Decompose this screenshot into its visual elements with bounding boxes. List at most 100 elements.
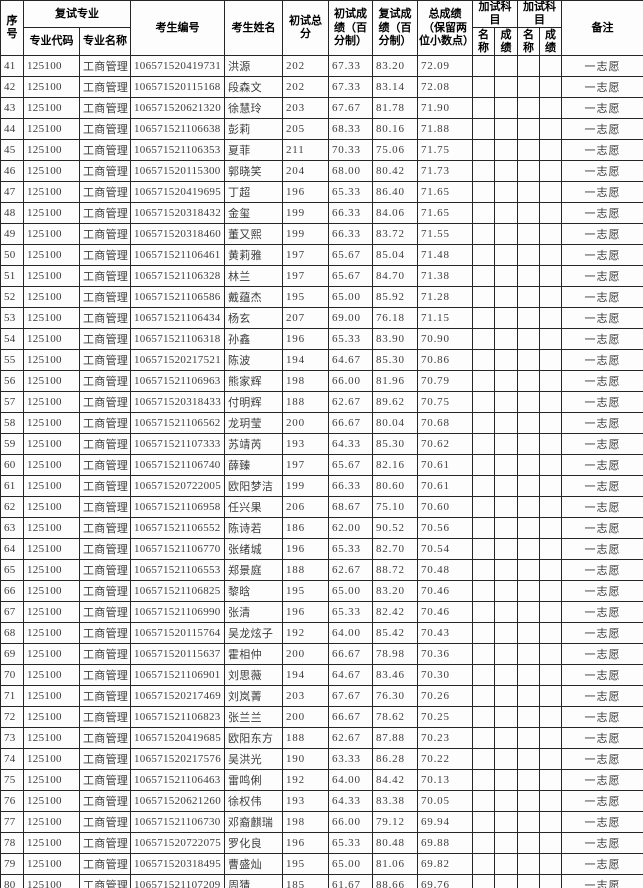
retest-score-percent: 79.12	[372, 811, 418, 834]
remark: 一志愿	[561, 622, 643, 645]
candidate-name: 黄莉雅	[224, 244, 283, 267]
major-name: 工商管理	[79, 181, 131, 204]
retest-score-percent: 80.42	[372, 160, 418, 183]
retest-score-percent: 83.20	[372, 580, 418, 603]
candidate-id: 106571520419685	[130, 727, 225, 750]
table-row: 78 125100 工商管理 106571520722075 罗化良 196 65.33 80…	[0, 832, 643, 855]
major-code: 125100	[23, 790, 80, 813]
extra-subject-2-name	[517, 118, 540, 141]
table-row: 80 125100 工商管理 106571521107209 周猜 185 61.67 88.…	[0, 874, 643, 888]
initial-total-score: 197	[282, 244, 329, 267]
retest-score-percent: 85.42	[372, 622, 418, 645]
candidate-id: 106571520722005	[130, 475, 225, 498]
major-code: 125100	[23, 748, 80, 771]
extra-subject-1-name	[472, 160, 495, 183]
remark: 一志愿	[561, 685, 643, 708]
retest-score-percent: 82.16	[372, 454, 418, 477]
initial-total-score: 199	[282, 223, 329, 246]
retest-score-percent: 88.72	[372, 559, 418, 582]
remark: 一志愿	[561, 433, 643, 456]
extra-subject-2-name	[517, 601, 540, 624]
final-score: 71.65	[417, 181, 473, 204]
extra-subject-1-score	[494, 97, 518, 120]
retest-score-percent: 78.98	[372, 643, 418, 666]
final-score: 70.61	[417, 475, 473, 498]
candidate-id: 106571520318495	[130, 853, 225, 876]
final-score: 69.88	[417, 832, 473, 855]
initial-score-percent: 66.00	[328, 811, 373, 834]
serial-number: 62	[0, 496, 24, 519]
final-score: 71.38	[417, 265, 473, 288]
initial-total-score: 203	[282, 685, 329, 708]
extra-subject-2-name	[517, 664, 540, 687]
extra-subject-1-name	[472, 97, 495, 120]
initial-score-percent: 65.33	[328, 181, 373, 204]
initial-total-score: 185	[282, 874, 329, 888]
final-score: 70.43	[417, 622, 473, 645]
extra-subject-1-score	[494, 454, 518, 477]
candidate-name: 邓裔麒瑞	[224, 811, 283, 834]
major-code: 125100	[23, 769, 80, 792]
extra-subject-1-score	[494, 433, 518, 456]
serial-number: 67	[0, 601, 24, 624]
major-code: 125100	[23, 118, 80, 141]
extra-subject-2-name	[517, 517, 540, 540]
major-code: 125100	[23, 349, 80, 372]
table-row: 79 125100 工商管理 106571520318495 曹盛灿 195 65.00 81…	[0, 853, 643, 876]
retest-score-percent: 76.30	[372, 685, 418, 708]
major-code: 125100	[23, 622, 80, 645]
table-row: 43 125100 工商管理 106571520621320 徐慧玲 203 67.67 81…	[0, 97, 643, 120]
extra-subject-2-name	[517, 202, 540, 225]
major-name: 工商管理	[79, 811, 131, 834]
remark: 一志愿	[561, 748, 643, 771]
major-name: 工商管理	[79, 538, 131, 561]
extra-subject-1-name	[472, 202, 495, 225]
extra-subject-1-name	[472, 139, 495, 162]
remark: 一志愿	[561, 580, 643, 603]
remark: 一志愿	[561, 412, 643, 435]
extra-subject-2-score	[539, 391, 562, 414]
candidate-id: 106571520217521	[130, 349, 225, 372]
extra-subject-1-score	[494, 496, 518, 519]
final-score: 71.15	[417, 307, 473, 330]
extra-subject-2-name	[517, 412, 540, 435]
table-row: 50 125100 工商管理 106571521106461 黄莉雅 197 65.67 85…	[0, 244, 643, 267]
col-header-extra-subjects-2: 加试科目	[517, 0, 562, 29]
retest-score-percent: 83.46	[372, 664, 418, 687]
col-header-remark: 备注	[561, 0, 643, 57]
major-code: 125100	[23, 685, 80, 708]
serial-number: 43	[0, 97, 24, 120]
extra-subject-1-name	[472, 643, 495, 666]
extra-subject-1-score	[494, 559, 518, 582]
extra-subject-2-name	[517, 160, 540, 183]
major-code: 125100	[23, 601, 80, 624]
col-header-extra-2-score: 成绩	[539, 27, 562, 57]
major-code: 125100	[23, 811, 80, 834]
final-score: 69.82	[417, 853, 473, 876]
table-header: 序号 复试专业 考生编号 考生姓名 初试总分 初试成绩（百分制） 复试成绩（百分…	[0, 0, 643, 57]
extra-subject-2-score	[539, 748, 562, 771]
remark: 一志愿	[561, 181, 643, 204]
extra-subject-2-score	[539, 475, 562, 498]
serial-number: 71	[0, 685, 24, 708]
initial-total-score: 211	[282, 139, 329, 162]
initial-total-score: 192	[282, 769, 329, 792]
major-code: 125100	[23, 496, 80, 519]
candidate-id: 106571520115637	[130, 643, 225, 666]
major-name: 工商管理	[79, 433, 131, 456]
remark: 一志愿	[561, 202, 643, 225]
table-row: 68 125100 工商管理 106571520115764 吴龙炫子 192 64.00 8…	[0, 622, 643, 645]
retest-score-percent: 90.52	[372, 517, 418, 540]
remark: 一志愿	[561, 55, 643, 78]
extra-subject-1-score	[494, 769, 518, 792]
remark: 一志愿	[561, 853, 643, 876]
retest-score-percent: 89.62	[372, 391, 418, 414]
initial-score-percent: 65.67	[328, 265, 373, 288]
candidate-name: 霍相仲	[224, 643, 283, 666]
candidate-id: 106571520621320	[130, 97, 225, 120]
serial-number: 41	[0, 55, 24, 78]
initial-total-score: 195	[282, 286, 329, 309]
extra-subject-2-name	[517, 181, 540, 204]
extra-subject-1-score	[494, 55, 518, 78]
table-row: 76 125100 工商管理 106571520621260 徐权伟 193 64.33 83…	[0, 790, 643, 813]
